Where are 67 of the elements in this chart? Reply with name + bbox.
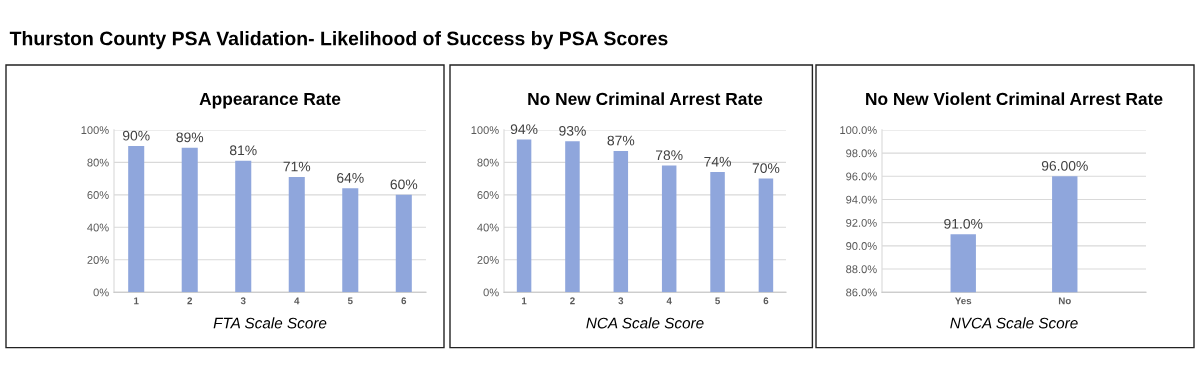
- bar: [661, 165, 677, 293]
- bar: [613, 150, 629, 293]
- y-tick-label: 0%: [483, 288, 499, 297]
- data-label: 90%: [122, 130, 150, 141]
- bar: [710, 172, 725, 293]
- x-tick-label: 1: [134, 297, 139, 305]
- data-label: 87%: [607, 135, 635, 146]
- y-tick-label: 40%: [477, 223, 499, 232]
- y-tick-label: 40%: [87, 223, 109, 232]
- x-tick-label: 1: [521, 297, 527, 305]
- bar: [181, 147, 198, 293]
- data-label: 89%: [176, 132, 204, 143]
- y-tick-label: 96.0%: [846, 172, 877, 181]
- y-tick-label: 80%: [87, 158, 109, 167]
- bar: [758, 178, 774, 293]
- data-label: 71%: [283, 161, 311, 172]
- x-tick-label: 3: [618, 297, 624, 305]
- y-tick-label: 90.0%: [846, 242, 877, 250]
- x-tick-label: 4: [294, 297, 300, 305]
- data-label: 70%: [752, 163, 780, 174]
- x-axis-title: FTA Scale Score: [213, 317, 327, 329]
- data-label: 64%: [337, 172, 364, 183]
- x-tick-label: 5: [715, 297, 720, 305]
- bar: [235, 160, 252, 293]
- y-tick-label: 88.0%: [846, 265, 877, 274]
- x-tick-label: Yes: [955, 297, 972, 305]
- y-tick-label: 60%: [477, 191, 499, 199]
- chart-title: Appearance Rate: [199, 92, 341, 109]
- x-tick-label: 6: [401, 297, 407, 305]
- bar: [516, 139, 532, 293]
- y-tick-label: 100%: [471, 126, 499, 135]
- x-tick-label: 2: [187, 297, 193, 305]
- x-axis-title: NVCA Scale Score: [950, 317, 1078, 329]
- y-tick-label: 60%: [87, 191, 109, 199]
- x-tick-label: 4: [666, 297, 672, 305]
- y-tick-label: 100%: [81, 126, 109, 135]
- data-label: 93%: [559, 125, 586, 136]
- data-label: 94%: [510, 124, 538, 135]
- x-tick-label: 5: [347, 297, 353, 305]
- y-tick-label: 100.0%: [840, 126, 877, 135]
- data-label: 74%: [704, 156, 731, 167]
- chart-title: No New Violent Criminal Arrest Rate: [866, 92, 1163, 106]
- y-tick-label: 80%: [477, 158, 499, 167]
- data-label: 91.0%: [944, 218, 983, 229]
- y-tick-label: 94.0%: [846, 195, 877, 204]
- x-axis-title: NCA Scale Score: [586, 317, 704, 329]
- data-label: 78%: [656, 150, 683, 161]
- y-tick-label: 0%: [93, 288, 109, 297]
- x-tick-label: 3: [240, 297, 246, 305]
- text: Thurston County PSA Validation- Likelihood of Success by PSA Scores: [9, 31, 668, 50]
- x-tick-label: 6: [763, 297, 769, 305]
- data-label: 96.00%: [1041, 160, 1088, 171]
- bar: [565, 141, 580, 293]
- x-tick-label: No: [1058, 297, 1071, 305]
- data-label: 81%: [229, 145, 257, 156]
- bar: [342, 188, 359, 293]
- y-tick-label: 20%: [87, 256, 109, 264]
- x-tick-label: 2: [570, 297, 575, 305]
- bar: [288, 176, 305, 293]
- y-tick-label: 86.0%: [846, 288, 877, 297]
- bar: [395, 194, 412, 293]
- y-tick-label: 98.0%: [846, 149, 877, 158]
- bar: [128, 146, 145, 293]
- y-tick-label: 92.0%: [846, 218, 877, 227]
- y-tick-label: 20%: [477, 256, 499, 264]
- data-label: 60%: [390, 179, 418, 190]
- chart-title: No New Criminal Arrest Rate: [528, 92, 763, 106]
